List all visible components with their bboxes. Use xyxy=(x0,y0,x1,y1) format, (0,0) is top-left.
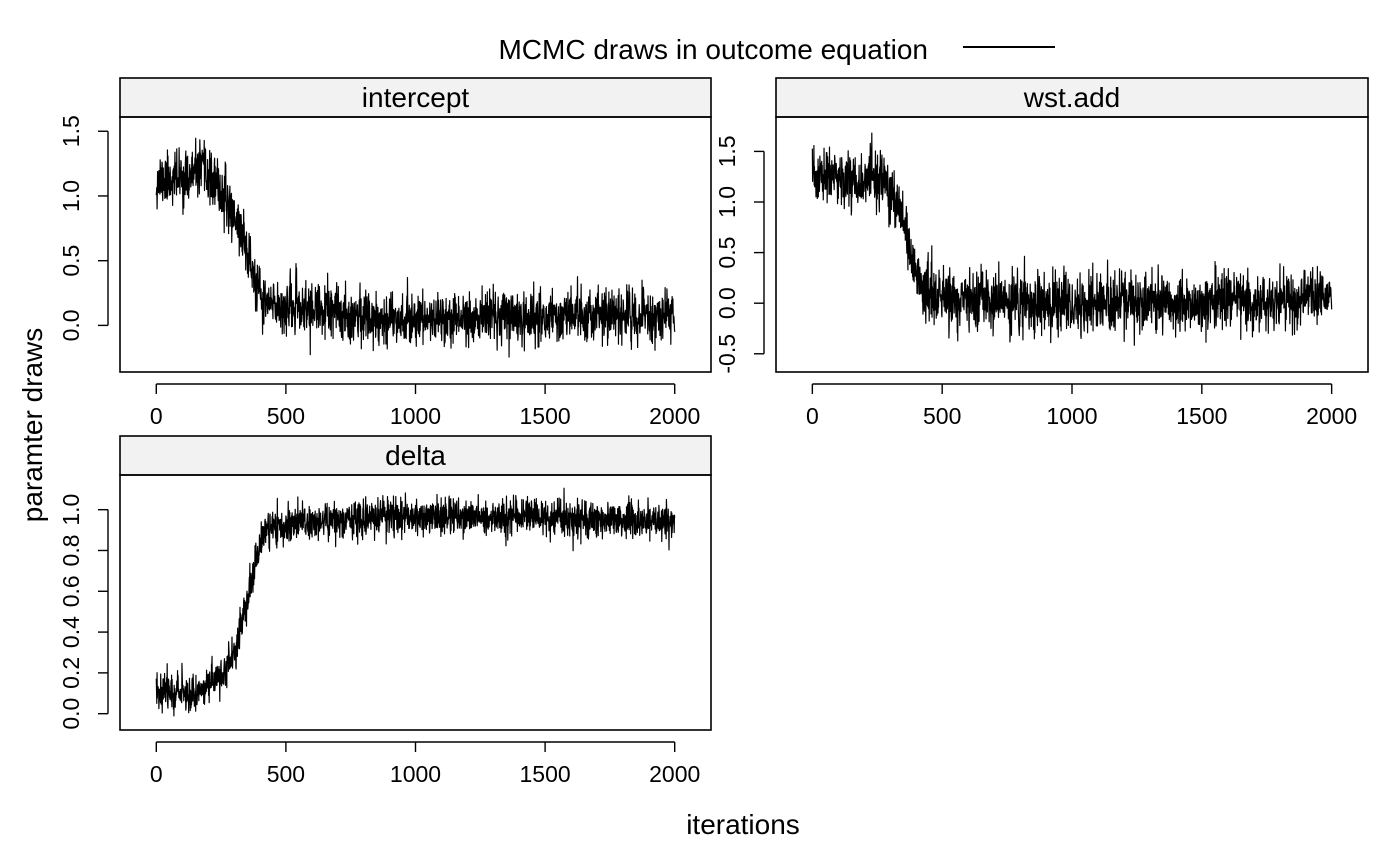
legend: MCMC draws in outcome equation xyxy=(498,34,1055,65)
y-tick-label: 1.0 xyxy=(58,494,84,526)
plot-frame xyxy=(119,116,712,373)
x-tick-label: 2000 xyxy=(1306,403,1357,429)
x-tick-label: 2000 xyxy=(649,403,700,429)
x-tick-label: 1000 xyxy=(390,761,441,787)
x-tick-label: 0 xyxy=(150,761,163,787)
y-tick-label: 0.5 xyxy=(58,245,84,277)
panel-strip xyxy=(119,435,712,476)
x-tick-label: 1000 xyxy=(390,403,441,429)
trace-line-delta xyxy=(155,487,676,717)
legend-label: MCMC draws in outcome equation xyxy=(498,34,928,65)
panel-title: delta xyxy=(385,440,446,471)
plot-frame xyxy=(119,474,712,731)
y-tick-label: 1.5 xyxy=(714,135,740,167)
y-tick-label: 0.8 xyxy=(58,534,84,566)
y-tick-label: 0.0 xyxy=(58,309,84,341)
plot-frame xyxy=(775,116,1369,373)
x-tick-label: 500 xyxy=(267,403,305,429)
x-tick-label: 1500 xyxy=(1176,403,1227,429)
x-tick-label: 1500 xyxy=(520,403,571,429)
y-tick-label: 0.0 xyxy=(58,698,84,730)
x-tick-label: 500 xyxy=(923,403,961,429)
x-tick-label: 1500 xyxy=(520,761,571,787)
x-tick-label: 500 xyxy=(267,761,305,787)
y-tick-label: 1.0 xyxy=(58,180,84,212)
y-tick-label: 1.5 xyxy=(58,115,84,147)
y-tick-label: 0.5 xyxy=(714,237,740,269)
trace-line-intercept xyxy=(155,137,676,358)
panel-delta: delta 0 500 1000 1500 2000 0.0 0.2 0.4 0.6 0.8 1.0 xyxy=(58,435,712,787)
y-axis-label: paramter draws xyxy=(17,328,48,523)
x-axis-label: iterations xyxy=(686,809,800,840)
y-tick-label: -0.5 xyxy=(714,334,740,374)
y-tick-label: 0.6 xyxy=(58,575,84,607)
y-tick-label: 0.2 xyxy=(58,657,84,689)
y-tick-label: 1.0 xyxy=(714,186,740,218)
y-tick-label: 0.0 xyxy=(714,287,740,319)
y-tick-label: 0.4 xyxy=(58,616,84,648)
x-tick-label: 0 xyxy=(806,403,819,429)
x-tick-label: 2000 xyxy=(649,761,700,787)
x-tick-label: 1000 xyxy=(1046,403,1097,429)
panel-title: wst.add xyxy=(1023,82,1121,113)
panel-wst-add: wst.add 0 500 1000 1500 2000 -0.5 0.0 0.5 1.0 1.5 xyxy=(714,77,1369,429)
panel-title: intercept xyxy=(362,82,470,113)
panel-intercept: intercept 0 500 1000 1500 2000 0.0 0.5 1.0 1.5 xyxy=(58,77,712,429)
x-tick-label: 0 xyxy=(150,403,163,429)
trace-line-wst-add xyxy=(811,132,1333,346)
